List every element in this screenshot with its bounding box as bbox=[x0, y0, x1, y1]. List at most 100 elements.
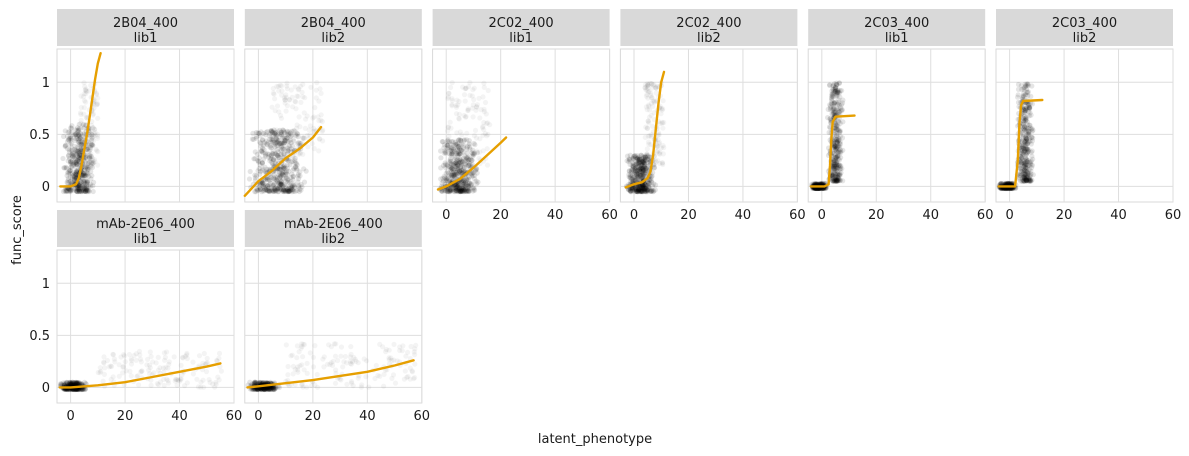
data-point bbox=[461, 169, 467, 175]
data-point bbox=[265, 140, 271, 146]
data-point bbox=[76, 183, 82, 189]
data-point bbox=[462, 178, 468, 184]
data-point bbox=[286, 97, 292, 103]
data-point bbox=[472, 168, 478, 174]
data-point bbox=[474, 102, 480, 108]
data-point bbox=[68, 125, 74, 131]
data-point bbox=[256, 155, 262, 161]
data-point bbox=[643, 187, 649, 194]
x-tick-label: 20 bbox=[1056, 208, 1073, 223]
data-point bbox=[642, 152, 648, 159]
data-point bbox=[411, 376, 417, 382]
data-point bbox=[274, 103, 281, 109]
data-point bbox=[274, 143, 280, 149]
data-point bbox=[88, 163, 94, 169]
data-point bbox=[462, 186, 469, 192]
data-point bbox=[632, 162, 638, 168]
data-point bbox=[453, 188, 460, 194]
data-point bbox=[260, 180, 266, 186]
data-point bbox=[316, 136, 322, 142]
data-point bbox=[649, 94, 655, 101]
data-point bbox=[640, 159, 647, 165]
data-point bbox=[276, 154, 282, 160]
data-point bbox=[631, 164, 637, 170]
data-point bbox=[78, 134, 84, 140]
data-point bbox=[459, 188, 465, 194]
data-point bbox=[294, 122, 300, 128]
data-point bbox=[474, 148, 480, 154]
data-point bbox=[446, 170, 452, 177]
facet-strip bbox=[620, 9, 798, 46]
data-point bbox=[632, 165, 638, 172]
data-point bbox=[310, 364, 317, 370]
data-point bbox=[313, 95, 319, 101]
data-point bbox=[838, 148, 844, 154]
data-point bbox=[279, 144, 285, 150]
data-point bbox=[456, 182, 462, 189]
data-point bbox=[276, 188, 282, 195]
data-point bbox=[456, 111, 462, 117]
data-point bbox=[259, 181, 265, 187]
data-point bbox=[284, 83, 290, 89]
data-point bbox=[628, 175, 634, 181]
data-point bbox=[285, 145, 291, 151]
data-point bbox=[629, 168, 635, 174]
data-point bbox=[463, 181, 469, 187]
data-point bbox=[626, 159, 632, 165]
data-point bbox=[86, 148, 92, 155]
data-point bbox=[284, 86, 290, 92]
data-point bbox=[73, 157, 79, 163]
data-point bbox=[75, 129, 81, 135]
data-point bbox=[459, 159, 465, 165]
data-point bbox=[458, 138, 464, 144]
data-point bbox=[635, 157, 642, 163]
data-point bbox=[448, 158, 454, 164]
data-point bbox=[301, 166, 307, 172]
data-point bbox=[87, 156, 93, 162]
data-point bbox=[655, 148, 661, 154]
data-point bbox=[333, 341, 339, 347]
data-point bbox=[277, 127, 283, 133]
data-point bbox=[480, 148, 486, 154]
data-point bbox=[271, 188, 277, 194]
data-point bbox=[644, 151, 650, 157]
data-point bbox=[643, 124, 649, 130]
data-point bbox=[810, 181, 816, 187]
data-point bbox=[475, 179, 481, 185]
data-point bbox=[255, 380, 261, 386]
data-point bbox=[63, 188, 69, 194]
data-point bbox=[647, 80, 653, 86]
data-point bbox=[71, 146, 77, 152]
data-point bbox=[314, 80, 320, 86]
data-point bbox=[268, 139, 274, 145]
data-point bbox=[289, 184, 295, 190]
data-point bbox=[453, 188, 459, 194]
data-point bbox=[277, 82, 283, 88]
data-point bbox=[84, 179, 90, 185]
data-point bbox=[451, 172, 457, 178]
data-point bbox=[285, 186, 291, 192]
data-point bbox=[77, 135, 83, 141]
data-point bbox=[645, 153, 651, 159]
data-point bbox=[340, 364, 346, 370]
x-tick-label: 0 bbox=[442, 208, 450, 223]
data-point bbox=[256, 159, 262, 165]
data-point bbox=[267, 177, 273, 184]
data-point bbox=[296, 114, 302, 120]
data-point bbox=[73, 168, 79, 175]
data-point bbox=[460, 188, 466, 194]
data-point bbox=[451, 148, 457, 154]
data-point bbox=[453, 163, 459, 170]
data-point bbox=[834, 90, 841, 96]
data-point bbox=[60, 188, 67, 195]
data-point bbox=[66, 135, 72, 141]
data-point bbox=[277, 142, 283, 148]
data-point bbox=[275, 180, 282, 186]
data-point bbox=[265, 188, 271, 194]
data-point bbox=[441, 145, 447, 151]
data-point bbox=[377, 373, 383, 379]
data-point bbox=[87, 144, 94, 151]
data-point bbox=[451, 162, 457, 168]
data-point bbox=[261, 182, 267, 188]
data-point bbox=[457, 156, 463, 162]
